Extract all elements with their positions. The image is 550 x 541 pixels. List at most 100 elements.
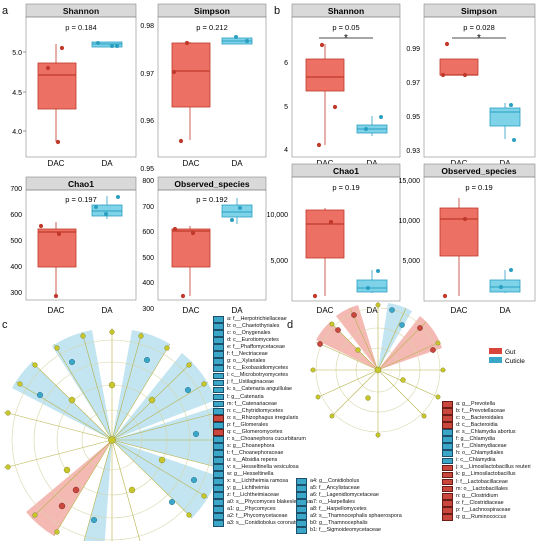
legend-text: o: f__Clostridiaceae [456,499,504,506]
ytick-label: 6 [284,60,288,67]
legend-item: g: f__Chlamydiaceae [442,443,531,451]
legend-swatch [213,478,224,485]
legend-swatch [213,379,224,387]
legend-text: f: g__Chlamydia [456,436,495,443]
legend-item: f: g__Chlamydia [442,436,531,444]
ytick-label: 0.95 [140,166,154,173]
legend-label: Cuticle [505,358,525,365]
panel-label-d: d [287,319,293,331]
legend-text: s: g__Choanephora [227,442,275,449]
legend-item: t: f__Choanephoraceae [213,450,311,457]
legend-swatch [442,492,453,500]
legend-text: a4: g__Conidiobolus [310,478,360,484]
legend-text: a0: s__Phycomyces blakesleeanus [227,499,312,506]
legend-swatch [213,386,224,394]
legend-swatch [213,471,224,478]
legend-swatch [213,485,224,493]
legend-swatch [213,407,224,415]
legend-text: a1: g__Phycomyces [227,506,276,513]
x-label: DAC [183,306,200,315]
legend-swatch [442,415,453,423]
ytick-label: 4.5 [12,90,22,97]
ytick-label: 0.98 [140,23,154,30]
legend-text: a9: s__Thamnocephalis sphaerospora [310,513,402,520]
legend-swatch [442,436,453,444]
legend-text: x: s__Lichtheimia ramosa [227,478,289,485]
x-label: DA [231,306,243,315]
legend-swatch [442,408,453,415]
legend-text: d: c__Eurotiomycetes [227,337,279,344]
group-legend: Gut Cuticle [489,348,525,365]
ytick-label: 5 [284,104,288,111]
legend-swatch [213,421,224,429]
legend-text: c: o__Bacteroidales [456,415,504,422]
p-value: p = 0.028 [463,23,495,32]
ytick-label: 15,000 [399,178,421,185]
legend-item: j: s__Limosilactobacillus reuteri [442,464,531,472]
legend-item: e: s__Chlamydia abortus [442,429,531,437]
legend-text: u: s__Absidia repens [227,456,278,463]
legend-swatch [213,428,224,436]
legend-swatch [296,478,307,485]
x-label: DAC [48,306,65,315]
legend-item: a2: f__Phycomycetaceae [213,513,311,521]
ytick-label: 0.95 [406,114,420,121]
legend-text: a: f__Herpotrichiellaceae [227,316,287,322]
p-value: p = 0.05 [332,23,359,32]
legend-swatch [213,372,224,380]
legend-swatch [213,435,224,443]
legend-item: i: c__Chlamydiia [442,457,531,465]
legend-text: y: g__Lichtheimia [227,485,269,492]
ytick-label: 0.97 [406,80,420,87]
legend-swatch [213,492,224,500]
cladogram-d [310,302,446,438]
legend-text: t: f__Choanephoraceae [227,449,284,456]
legend-item: a0: s__Phycomyces blakesleeanus [213,499,312,507]
legend-text: g: f__Chlamydiaceae [456,443,507,450]
legend-text: c: o__Onygenales [227,330,271,337]
legend-item: d: c__Bacteroidia [442,422,531,430]
legend-swatch [442,464,453,472]
x-label: DAC [317,306,334,315]
legend-text: n: g__Clostridium [456,492,498,499]
x-label: DA [231,159,243,168]
legend-item: a5: f__Ancylistaceae [296,485,402,492]
x-label: DA [101,306,113,315]
legend-item: m: f__Catenariaceae [213,401,311,408]
legend-swatch [213,323,224,330]
legend-item: f: f__Nectriaceae [213,351,311,359]
legend-swatch [442,513,453,521]
legend-item: o: s__Rhizophagus irregularis [213,415,311,422]
legend-swatch [213,365,224,373]
legend-swatch [296,492,307,500]
panel-label-c: c [2,319,8,331]
legend-item: j: f__Ustilaginaceae [213,379,311,387]
legend-swatch [442,499,453,507]
boxplot-a-chao1: Chao1 p = 0.197 700 600 500 400 300 DAC … [10,176,137,315]
p-value: p = 0.19 [465,183,492,192]
legend-swatch [442,429,453,437]
ytick-label: 0.93 [406,148,420,155]
legend-swatch [442,471,453,479]
legend-item: k: s__Catenaria anguillulae [213,386,311,394]
ytick-label: 600 [142,229,154,236]
legend-item: a4: g__Conidiobolus [296,478,402,485]
legend-item: a9: s__Thamnocephalis sphaerospora [296,513,402,521]
legend-swatch [296,527,307,535]
legend-swatch [442,457,453,465]
legend-item: x: s__Lichtheimia ramosa [213,478,311,485]
legend-item: v: s__Hesseltinella vesiculosa [213,464,311,471]
legend-text: l: f__Lactobacillaceae [456,478,508,485]
legend-swatch [213,358,224,366]
legend-text: k: s__Catenaria anguillulae [227,386,293,393]
legend-text: k: g__Limosilactobacillus [456,471,516,478]
ytick-label: 0.96 [140,118,154,125]
significance-star: * [344,33,348,44]
ytick-label: 4 [284,147,288,154]
legend-swatch [213,457,224,464]
legend-text: q: g__Ruminococcus [456,513,507,520]
plot-frame [25,16,137,158]
boxplot-a-shannon: Shannon p = 0.184 5.0 4.5 4.0 DAC DA [12,3,137,168]
ytick-label: 5,000 [402,258,420,265]
legend-text: a: g__Prevotella [456,401,495,407]
